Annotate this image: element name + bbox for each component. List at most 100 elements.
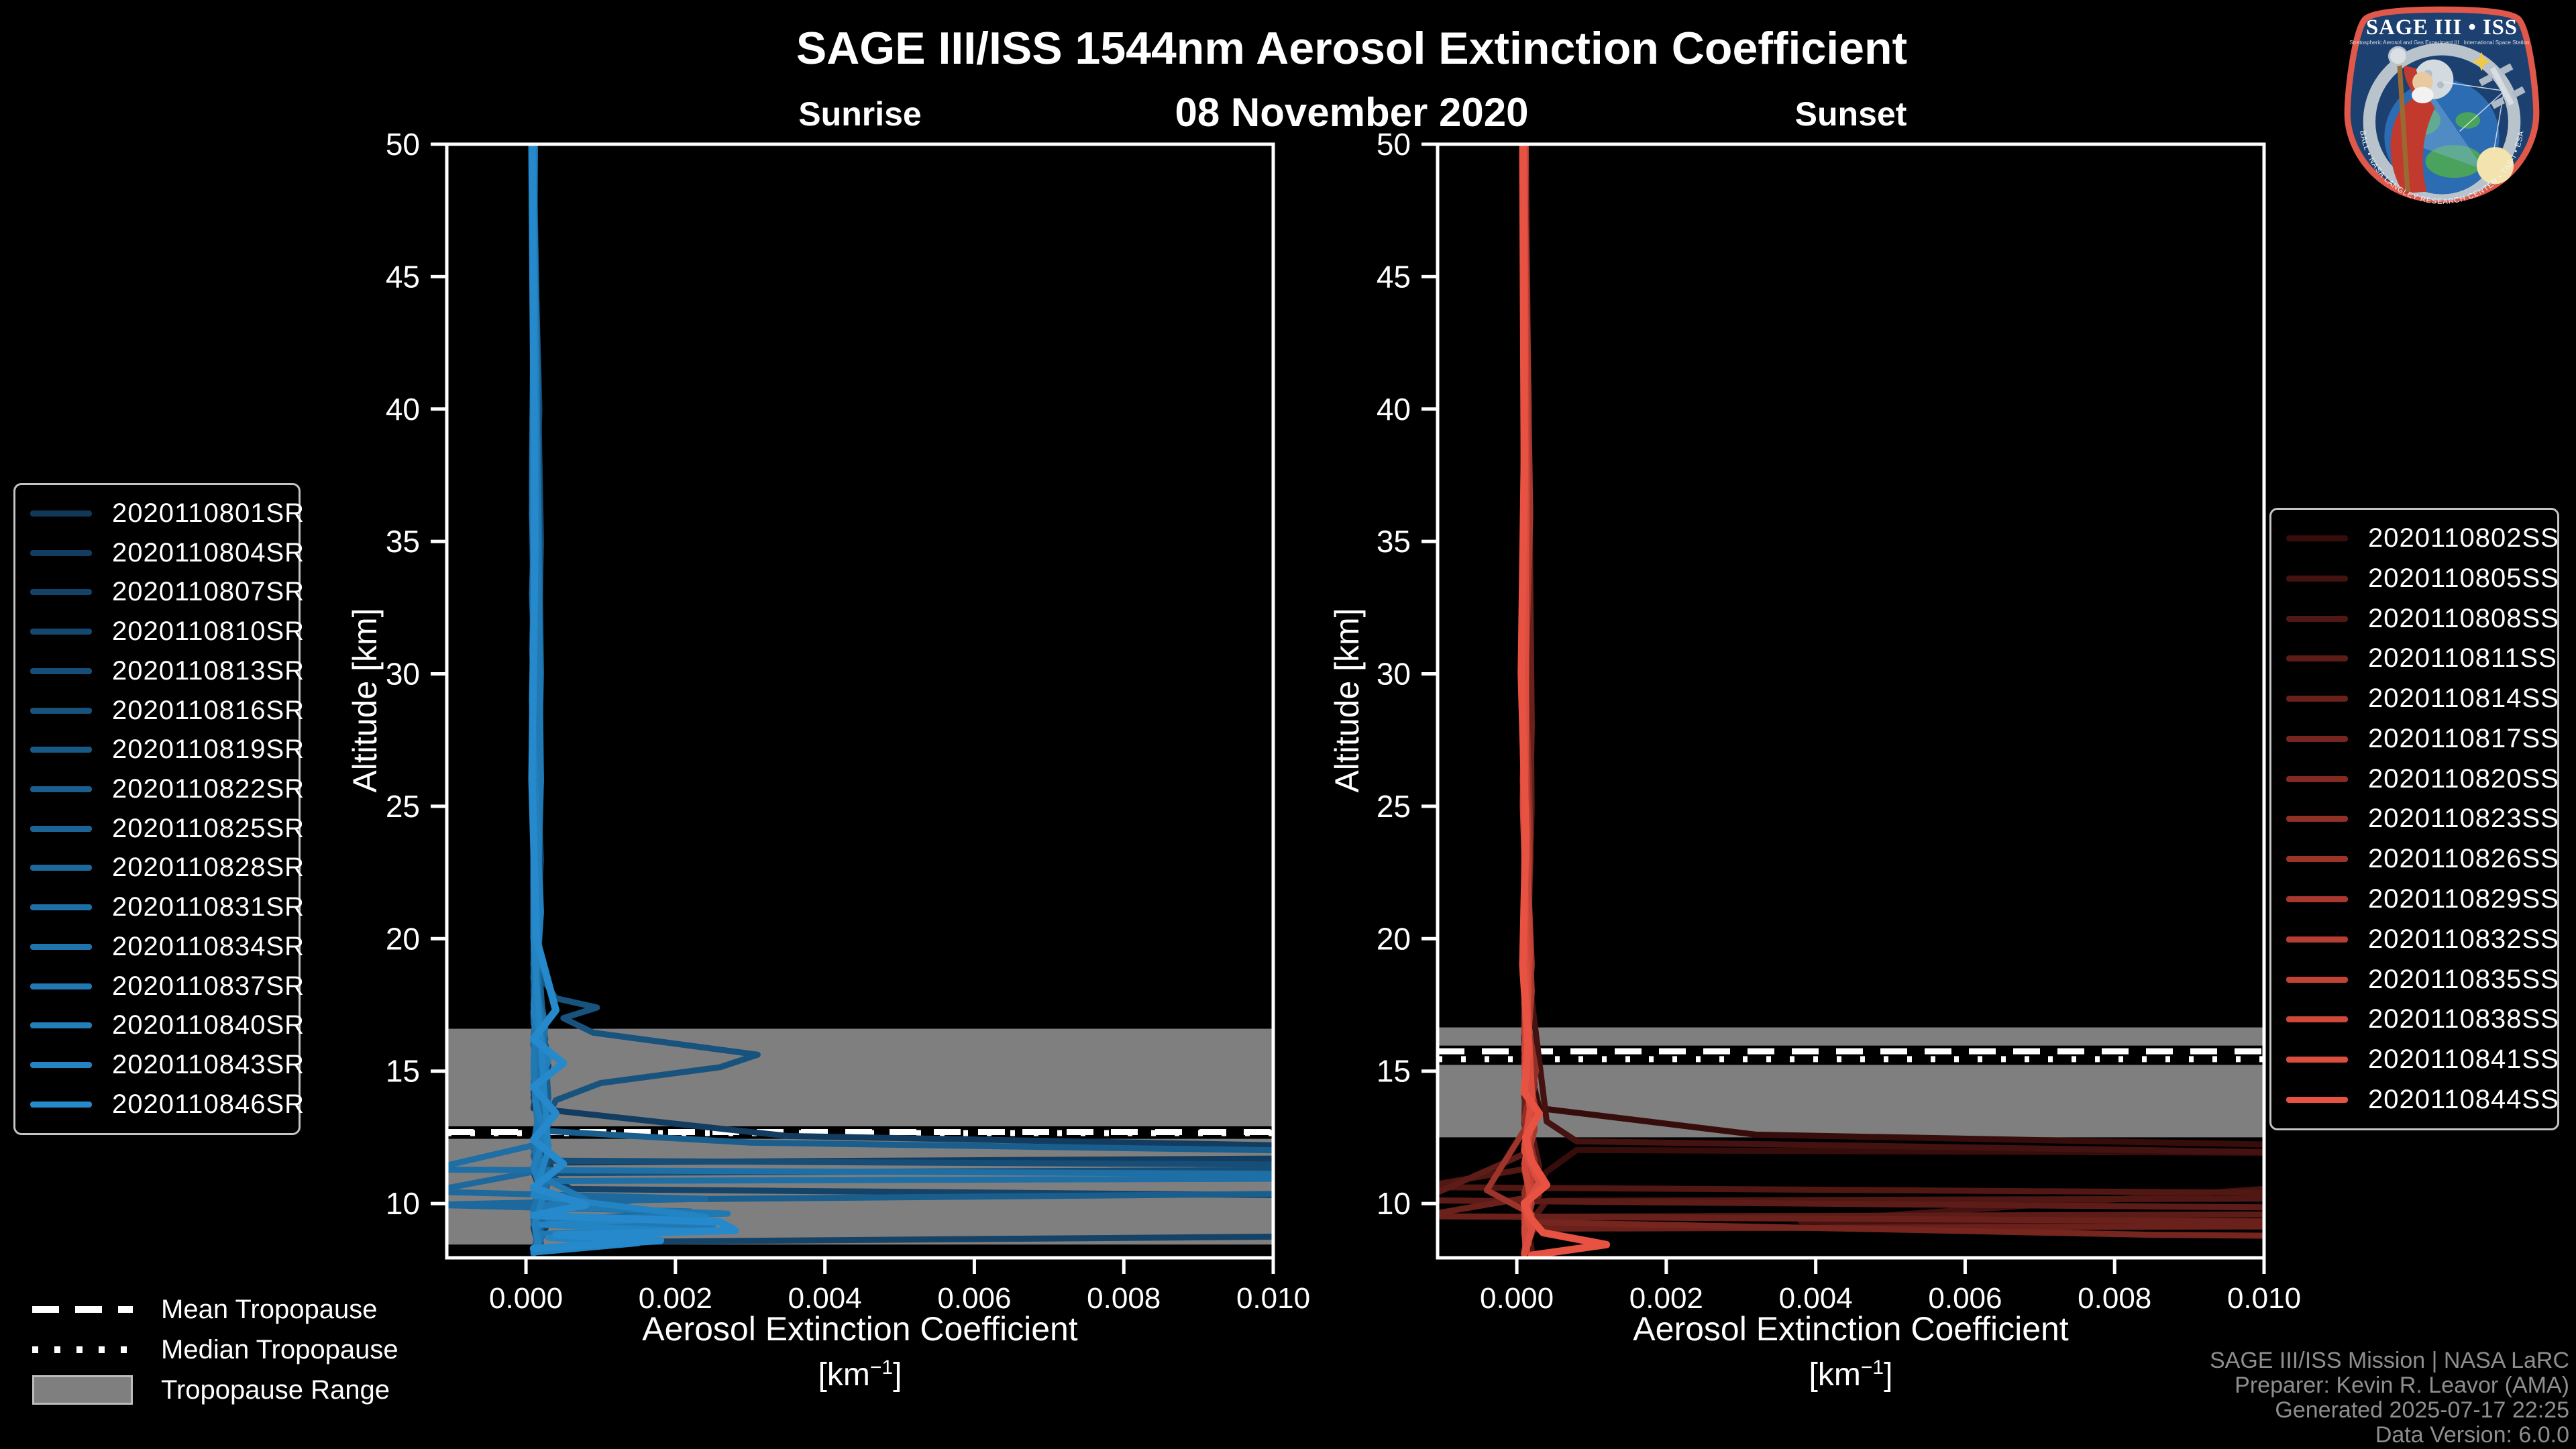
- x-axis-label-sunset: Aerosol Extinction Coefficient: [1633, 1310, 2069, 1348]
- legend-label: 2020110807SR: [112, 577, 305, 607]
- legend-line-swatch: [30, 943, 92, 950]
- legend-label: 2020110846SR: [112, 1089, 305, 1119]
- data-version: Data Version: 6.0.0: [2375, 1422, 2569, 1448]
- x-tick-label: 0.006: [1928, 1282, 2002, 1315]
- legend-line-swatch: [30, 1022, 92, 1029]
- legend-label: 2020110843SR: [112, 1050, 305, 1080]
- legend-label: 2020110808SS: [2368, 603, 2559, 633]
- legend-label: 2020110828SR: [112, 853, 305, 883]
- legend-label: 2020110816SR: [112, 695, 305, 725]
- legend-line-swatch: [2286, 1057, 2348, 1063]
- legend-line-swatch: [2286, 896, 2348, 903]
- legend-line-swatch: [2286, 1016, 2348, 1023]
- logo-light-beam: [2418, 86, 2485, 170]
- legend-line-swatch: [30, 707, 92, 714]
- legend-item: 2020110817SS: [2286, 724, 2559, 754]
- sunset-plot-area: [1438, 144, 2264, 1258]
- legend-item: 2020110831SR: [30, 892, 304, 922]
- legend-line-swatch: [30, 825, 92, 832]
- legend-label: 2020110817SS: [2368, 723, 2559, 753]
- legend-label: 2020110820SS: [2368, 763, 2559, 794]
- legend-line-swatch: [30, 865, 92, 871]
- y-tick-label: 40: [386, 392, 420, 427]
- legend-line-swatch: [2286, 615, 2348, 622]
- y-tick-label: 50: [386, 127, 420, 162]
- legend-item: 2020110841SS: [2286, 1044, 2559, 1075]
- x-tick-label: 0.008: [1087, 1282, 1161, 1315]
- legend-line-swatch: [30, 511, 92, 517]
- legend-label: 2020110805SS: [2368, 563, 2559, 593]
- sunrise-axes-frame: [445, 142, 1275, 1260]
- median-tropopause-legend-item: Median Tropopause: [32, 1330, 398, 1370]
- legend-label: 2020110826SS: [2368, 844, 2559, 874]
- sunrise-legend: 2020110801SR 2020110804SR 2020110807SR 2020…: [13, 483, 304, 1135]
- legend-label: 2020110823SS: [2368, 804, 2559, 834]
- y-tick-label: 45: [1377, 259, 1411, 294]
- sunrise-panel-title: Sunrise: [798, 95, 922, 133]
- y-tick-label: 10: [386, 1186, 420, 1221]
- legend-label: 2020110801SR: [112, 498, 305, 528]
- logo-figure-head: [2412, 72, 2433, 93]
- logo-subtitle-right: International Space Station: [2464, 40, 2530, 46]
- legend-item: 2020110828SR: [30, 853, 304, 883]
- legend-label: 2020110841SS: [2368, 1044, 2559, 1075]
- preparer-credit: Preparer: Kevin R. Leavor (AMA): [2235, 1373, 2569, 1398]
- tropopause-range-label: Tropopause Range: [161, 1375, 390, 1405]
- legend-label: 2020110844SS: [2368, 1084, 2559, 1114]
- logo-subtitle-left: Stratospheric Aerosol and Gas Experiment…: [2349, 40, 2459, 46]
- legend-line-swatch: [2286, 655, 2348, 662]
- legend-item: 2020110807SR: [30, 577, 304, 607]
- legend-item: 2020110816SR: [30, 696, 304, 726]
- legend-item: 2020110825SR: [30, 814, 304, 844]
- legend-line-swatch: [30, 629, 92, 635]
- legend-line-swatch: [30, 983, 92, 989]
- legend-label: 2020110819SR: [112, 735, 305, 765]
- y-tick-label: 15: [386, 1054, 420, 1089]
- logo-land-2: [2425, 145, 2483, 178]
- tropopause-legend: Mean Tropopause Median Tropopause Tropop…: [32, 1289, 398, 1410]
- y-tick-label: 20: [1377, 921, 1411, 956]
- legend-item: 2020110822SR: [30, 774, 304, 804]
- x-unit-exponent: −1: [1860, 1356, 1884, 1379]
- x-unit-exponent: −1: [869, 1356, 894, 1379]
- legend-item: 2020110823SS: [2286, 804, 2559, 834]
- legend-line-swatch: [30, 549, 92, 556]
- y-tick-label: 25: [386, 789, 420, 824]
- sunset-panel-title: Sunset: [1794, 95, 1907, 133]
- x-tick-label: 0.002: [1629, 1282, 1703, 1315]
- legend-line-swatch: [30, 904, 92, 911]
- x-axis-label-sunrise: Aerosol Extinction Coefficient: [642, 1310, 1078, 1348]
- legend-item: 2020110834SR: [30, 932, 304, 962]
- legend-label: 2020110838SS: [2368, 1004, 2559, 1034]
- sunrise-plot-area: [447, 144, 1273, 1257]
- legend-label: 2020110831SR: [112, 892, 305, 922]
- median-tropopause-label: Median Tropopause: [161, 1334, 398, 1364]
- legend-line-swatch: [2286, 816, 2348, 822]
- legend-line-swatch: [2286, 1096, 2348, 1103]
- legend-label: 2020110835SS: [2368, 964, 2559, 994]
- date-subtitle: 08 November 2020: [1175, 90, 1529, 135]
- logo-ray-3: [2459, 93, 2503, 132]
- attribution-footer: SAGE III/ISS Mission | NASA LaRC Prepare…: [2210, 1348, 2569, 1448]
- legend-item: 2020110826SS: [2286, 844, 2559, 874]
- legend-label: 2020110834SR: [112, 931, 305, 961]
- legend-line-swatch: [30, 786, 92, 793]
- sage-iii-iss-logo: SAGE III • ISS Stratospheric Aerosol and…: [2344, 6, 2540, 204]
- legend-label: 2020110814SS: [2368, 684, 2559, 714]
- legend-label: 2020110840SR: [112, 1010, 305, 1040]
- x-axis-unit-sunset: [km−1]: [1809, 1356, 1893, 1393]
- logo-title: SAGE III • ISS: [2366, 15, 2518, 40]
- y-axis-label-sunset: Altitude [km]: [1328, 608, 1366, 793]
- legend-line-swatch: [2286, 535, 2348, 541]
- legend-item: 2020110835SS: [2286, 965, 2559, 995]
- sunset-legend: 2020110802SS 2020110805SS 2020110808SS 2020…: [2269, 508, 2559, 1130]
- x-axis-unit-sunrise: [km−1]: [818, 1356, 902, 1393]
- y-tick-label: 40: [1377, 392, 1411, 427]
- logo-staff: [2397, 62, 2410, 192]
- legend-item: 2020110808SS: [2286, 604, 2559, 634]
- x-unit-base: [km: [1809, 1357, 1861, 1393]
- legend-item: 2020110819SR: [30, 735, 304, 765]
- legend-item: 2020110802SS: [2286, 523, 2559, 553]
- legend-line-swatch: [2286, 696, 2348, 702]
- legend-item: 2020110838SS: [2286, 1004, 2559, 1034]
